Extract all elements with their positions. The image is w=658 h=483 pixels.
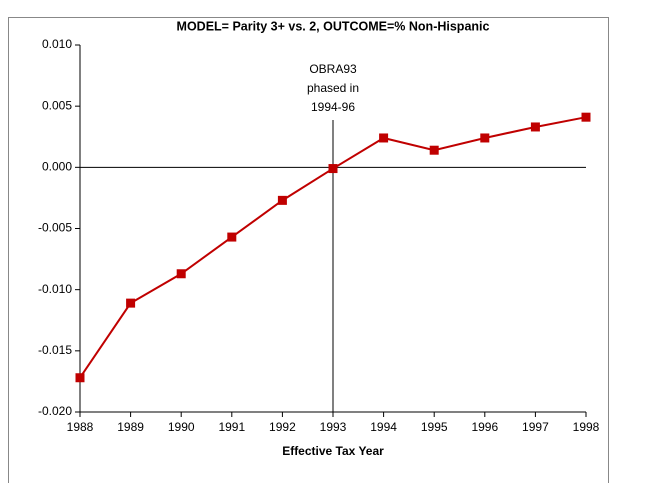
y-tick-label: 0.005	[42, 98, 72, 112]
marker	[277, 195, 287, 205]
y-tick-label: -0.010	[38, 282, 72, 296]
x-axis-label: Effective Tax Year	[282, 444, 384, 458]
y-tick-label: 0.000	[42, 160, 72, 174]
marker	[480, 133, 490, 143]
marker	[176, 269, 186, 279]
x-tick-label: 1994	[370, 420, 397, 434]
marker	[126, 298, 136, 308]
marker	[227, 232, 237, 242]
marker	[75, 373, 85, 383]
x-tick-label: 1991	[218, 420, 245, 434]
chart-frame	[8, 17, 609, 483]
y-tick-label: -0.005	[38, 221, 72, 235]
annotation-text: OBRA93	[309, 62, 357, 76]
x-tick-label: 1993	[320, 420, 347, 434]
x-tick-label: 1998	[573, 420, 600, 434]
x-tick-label: 1989	[117, 420, 144, 434]
annotation-text: phased in	[307, 81, 359, 95]
x-tick-label: 1992	[269, 420, 296, 434]
chart-title: MODEL= Parity 3+ vs. 2, OUTCOME=% Non-Hi…	[177, 19, 490, 33]
x-tick-label: 1990	[168, 420, 195, 434]
x-tick-label: 1988	[67, 420, 94, 434]
x-tick-label: 1997	[522, 420, 549, 434]
y-tick-label: 0.010	[42, 37, 72, 51]
y-tick-label: -0.015	[38, 343, 72, 357]
marker	[530, 122, 540, 132]
annotation-text: 1994-96	[311, 100, 355, 114]
y-tick-label: -0.020	[38, 404, 72, 418]
marker	[379, 133, 389, 143]
marker	[328, 164, 338, 174]
marker	[429, 145, 439, 155]
marker	[581, 112, 591, 122]
x-tick-label: 1996	[471, 420, 498, 434]
x-tick-label: 1995	[421, 420, 448, 434]
